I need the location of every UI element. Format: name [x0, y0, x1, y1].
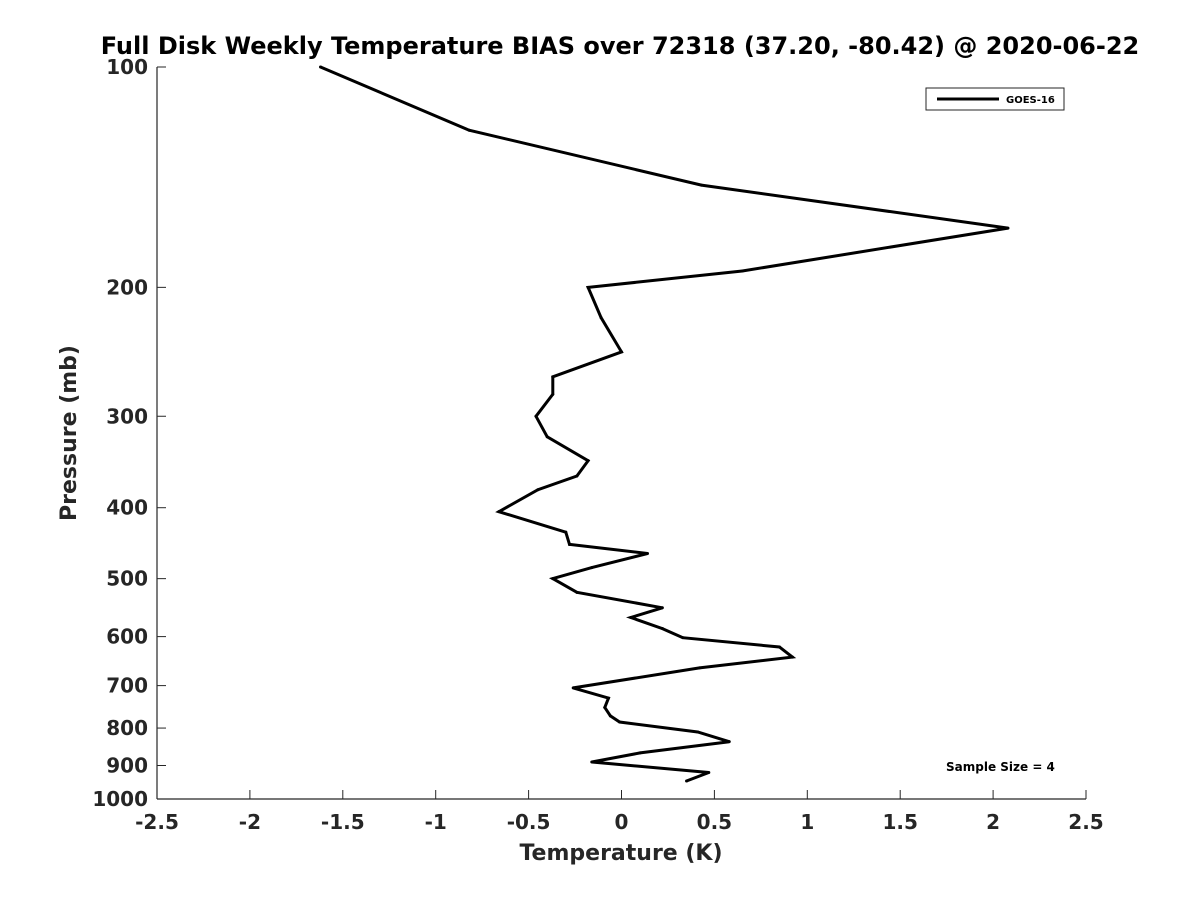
series-point: [497, 510, 501, 514]
series-point: [638, 751, 642, 755]
y-axis-label: Pressure (mb): [57, 345, 82, 521]
series-point: [618, 720, 622, 724]
y-tick-label: 200: [106, 275, 148, 299]
x-tick-label: -2.5: [135, 810, 179, 834]
y-tick-label: 100: [106, 55, 148, 79]
series-point: [699, 183, 703, 187]
series-point: [696, 730, 700, 734]
x-tick-label: 1: [800, 810, 814, 834]
x-tick-label: 2.5: [1068, 810, 1103, 834]
series-point: [660, 627, 664, 631]
x-axis-label: Temperature (K): [519, 841, 722, 866]
series-point: [629, 615, 633, 619]
series-point: [603, 706, 607, 710]
x-tick-label: -1.5: [321, 810, 365, 834]
y-tick-label: 1000: [92, 787, 148, 811]
series-point: [620, 350, 623, 354]
series-point: [660, 606, 664, 610]
y-tick-label: 900: [106, 754, 148, 778]
series-point: [685, 779, 689, 783]
series-point: [586, 459, 590, 463]
series-point: [571, 686, 575, 690]
y-tick-label: 800: [106, 716, 148, 740]
series-point: [606, 696, 610, 700]
series-point: [707, 770, 711, 774]
series-point: [467, 128, 471, 132]
series-point: [575, 590, 579, 594]
x-tick-label: 2: [986, 810, 1000, 834]
series-point: [790, 655, 794, 659]
x-tick-label: 1.5: [882, 810, 917, 834]
series-point: [590, 566, 594, 570]
series-point: [534, 414, 538, 418]
chart-title: Full Disk Weekly Temperature BIAS over 7…: [101, 32, 1140, 60]
series-point: [1006, 226, 1010, 230]
series-point: [646, 552, 650, 556]
x-tick-label: -0.5: [507, 810, 551, 834]
series-point: [727, 740, 731, 744]
y-tick-label: 600: [106, 625, 148, 649]
series-point: [599, 316, 603, 320]
series-point: [564, 530, 568, 534]
series-point: [567, 542, 571, 546]
series-point: [551, 392, 555, 396]
series-point: [551, 375, 555, 379]
sample-size-annotation: Sample Size = 4: [946, 760, 1055, 774]
series-line-goes-16: [319, 65, 1009, 783]
plot-area: [319, 65, 1010, 783]
series-point: [551, 577, 555, 581]
x-axis-ticks: -2.5 -2 -1.5 -1 -0.5 0 0.5 1 1.5 2 2.5: [135, 790, 1104, 834]
x-tick-label: -1: [425, 810, 447, 834]
x-tick-label: -2: [239, 810, 261, 834]
y-tick-label: 400: [106, 496, 148, 520]
y-tick-label: 500: [106, 567, 148, 591]
series-point: [586, 285, 590, 289]
series-point: [740, 269, 744, 273]
legend: GOES-16: [925, 87, 1065, 111]
series-point: [698, 666, 702, 670]
series-point: [319, 65, 323, 69]
y-tick-label: 700: [106, 674, 148, 698]
series-point: [590, 760, 594, 764]
x-tick-label: 0: [615, 810, 629, 834]
series-point: [536, 488, 540, 492]
y-tick-label: 300: [106, 404, 148, 428]
y-axis-ticks: 100 200 300 400 500 600 700 800 900 1000: [92, 55, 166, 811]
series-point: [575, 474, 579, 478]
series-point: [681, 636, 685, 640]
series-point: [608, 714, 612, 718]
series-point: [777, 645, 781, 649]
series-point: [545, 435, 549, 439]
x-tick-label: 0.5: [697, 810, 732, 834]
legend-entry-goes-16: GOES-16: [1006, 95, 1055, 106]
